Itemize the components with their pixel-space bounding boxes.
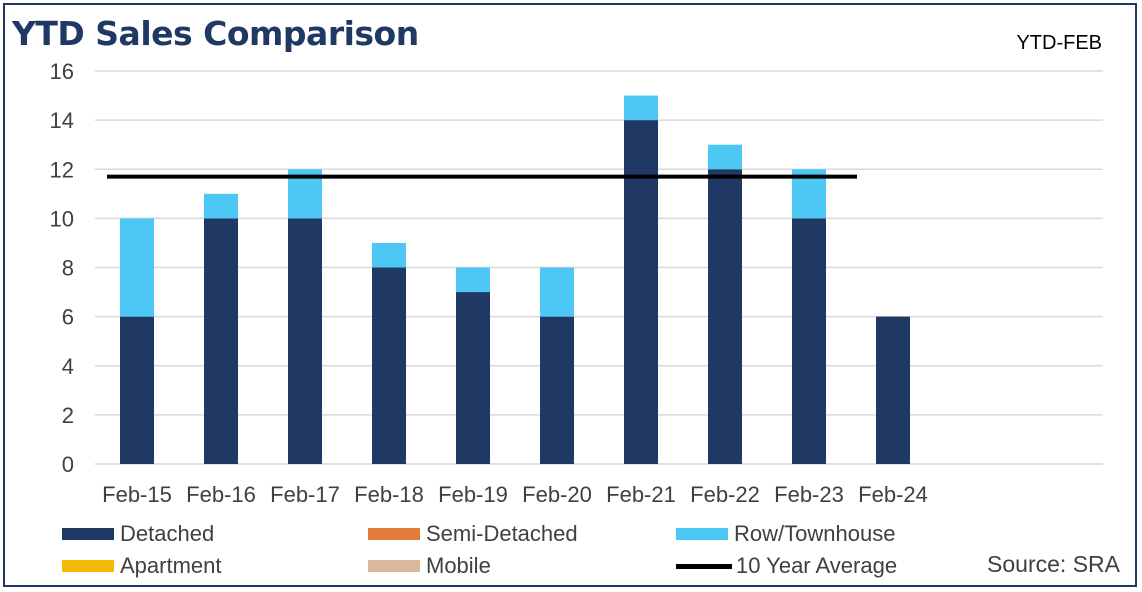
bar-row-townhouse-feb-16 bbox=[204, 193, 238, 219]
bar-row-townhouse-feb-19 bbox=[456, 267, 490, 293]
y-tick-label: 8 bbox=[62, 256, 74, 281]
y-tick-label: 16 bbox=[50, 59, 74, 84]
bar-row-townhouse-feb-18 bbox=[372, 242, 406, 268]
legend-swatch-apartment bbox=[62, 560, 114, 572]
bar-detached-feb-17 bbox=[288, 218, 322, 464]
legend-label-detached: Detached bbox=[120, 521, 215, 546]
legend-item-average-line: 10 Year Average bbox=[676, 553, 897, 579]
legend-item-semi-detached: Semi-Detached bbox=[368, 521, 578, 547]
y-tick-label: 10 bbox=[50, 206, 74, 231]
bar-row-townhouse-feb-15 bbox=[120, 218, 154, 317]
bar-detached-feb-15 bbox=[120, 316, 154, 464]
y-tick-label: 6 bbox=[62, 305, 74, 330]
bar-detached-feb-18 bbox=[372, 267, 406, 464]
x-tick-label: Feb-22 bbox=[690, 482, 760, 507]
bar-detached-feb-20 bbox=[540, 316, 574, 464]
x-tick-label: Feb-15 bbox=[102, 482, 172, 507]
bar-detached-feb-23 bbox=[792, 218, 826, 464]
x-tick-label: Feb-19 bbox=[438, 482, 508, 507]
y-tick-label: 12 bbox=[50, 157, 74, 182]
bar-detached-feb-21 bbox=[624, 120, 658, 464]
y-tick-label: 0 bbox=[62, 452, 74, 477]
legend-line-average bbox=[676, 563, 732, 569]
x-tick-label: Feb-20 bbox=[522, 482, 592, 507]
legend-item-apartment: Apartment bbox=[62, 553, 222, 579]
period-label: YTD-FEB bbox=[1016, 32, 1102, 54]
legend-label-apartment: Apartment bbox=[120, 553, 222, 578]
legend-swatch-detached bbox=[62, 528, 114, 540]
legend-item-row-townhouse: Row/Townhouse bbox=[676, 521, 895, 547]
x-tick-label: Feb-24 bbox=[858, 482, 928, 507]
legend-label-average: 10 Year Average bbox=[736, 553, 898, 578]
x-tick-label: Feb-16 bbox=[186, 482, 256, 507]
bar-detached-feb-16 bbox=[204, 218, 238, 464]
bar-row-townhouse-feb-22 bbox=[708, 144, 742, 170]
legend-label-semi-detached: Semi-Detached bbox=[426, 521, 578, 546]
x-tick-label: Feb-23 bbox=[774, 482, 844, 507]
legend-item-mobile: Mobile bbox=[368, 553, 491, 579]
legend-swatch-semi-detached bbox=[368, 528, 420, 540]
legend-label-mobile: Mobile bbox=[426, 553, 491, 578]
x-tick-label: Feb-18 bbox=[354, 482, 424, 507]
legend-swatch-row-townhouse bbox=[676, 528, 728, 540]
bar-detached-feb-19 bbox=[456, 292, 490, 464]
source-note: Source: SRA bbox=[987, 551, 1120, 577]
page-title: YTD Sales Comparison bbox=[12, 14, 419, 53]
bar-detached-feb-24 bbox=[876, 316, 910, 464]
x-tick-label: Feb-17 bbox=[270, 482, 340, 507]
bar-detached-feb-22 bbox=[708, 169, 742, 464]
y-tick-label: 2 bbox=[62, 403, 74, 428]
x-tick-label: Feb-21 bbox=[606, 482, 676, 507]
y-tick-label: 14 bbox=[50, 108, 74, 133]
bar-row-townhouse-feb-21 bbox=[624, 95, 658, 121]
legend-swatch-mobile bbox=[368, 560, 420, 572]
y-tick-label: 4 bbox=[62, 354, 74, 379]
legend-item-detached: Detached bbox=[62, 521, 214, 547]
legend-label-row-townhouse: Row/Townhouse bbox=[734, 521, 896, 546]
bar-row-townhouse-feb-20 bbox=[540, 267, 574, 317]
